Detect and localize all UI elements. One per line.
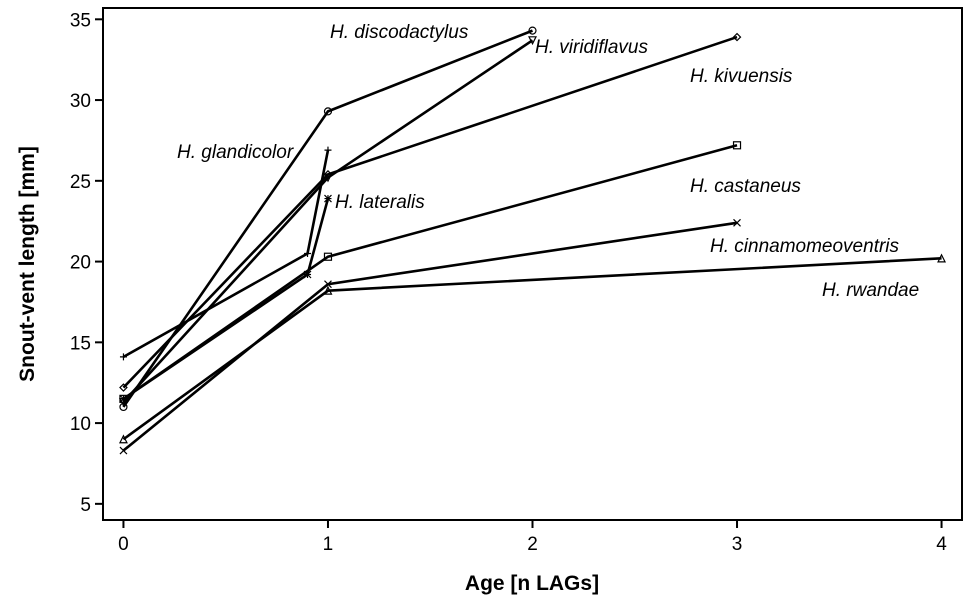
x-axis-label: Age [n LAGs] xyxy=(465,572,599,595)
y-tick-label: 5 xyxy=(80,495,91,516)
marker xyxy=(324,280,332,289)
series-label: H. lateralis xyxy=(335,192,425,213)
x-tick-label: 1 xyxy=(323,534,334,555)
marker xyxy=(304,250,312,258)
series-line xyxy=(122,257,942,441)
series-label: H. kivuensis xyxy=(690,66,793,87)
y-tick-label: 10 xyxy=(70,414,91,435)
marker xyxy=(119,402,128,412)
y-tick-label: 35 xyxy=(70,10,91,31)
y-tick-label: 25 xyxy=(70,172,91,193)
x-tick-label: 3 xyxy=(732,534,743,555)
series-line xyxy=(122,144,738,400)
x-tick-label: 2 xyxy=(527,534,538,555)
marker xyxy=(323,170,333,179)
marker xyxy=(528,26,537,35)
marker xyxy=(119,383,128,392)
marker xyxy=(324,146,332,154)
y-tick-label: 30 xyxy=(70,91,91,112)
series-label: H. discodactylus xyxy=(330,22,469,43)
y-axis-label: Snout-vent length [mm] xyxy=(16,146,39,382)
marker xyxy=(732,141,742,150)
x-tick-label: 4 xyxy=(936,534,947,555)
marker xyxy=(303,270,312,279)
series-label: H. viridiflavus xyxy=(535,37,648,58)
series-line xyxy=(122,39,534,403)
y-tick-label: 15 xyxy=(70,333,91,354)
x-tick-label: 0 xyxy=(118,534,129,555)
marker xyxy=(733,218,741,227)
marker xyxy=(732,32,742,42)
marker xyxy=(119,446,128,455)
marker xyxy=(119,394,128,403)
marker xyxy=(119,394,128,403)
series-line xyxy=(122,29,533,408)
marker xyxy=(528,36,537,46)
marker xyxy=(323,252,333,261)
series-label: H. cinnamomeoventris xyxy=(710,236,900,257)
marker xyxy=(323,285,333,295)
marker xyxy=(119,353,127,361)
marker xyxy=(323,107,333,116)
marker xyxy=(937,253,947,263)
y-tick-label: 20 xyxy=(70,253,91,274)
marker xyxy=(324,194,332,203)
series-label: H. glandicolor xyxy=(177,142,294,163)
series-label: H. castaneus xyxy=(690,176,801,197)
marker xyxy=(118,434,128,444)
series-line xyxy=(122,35,738,389)
series-label: H. rwandae xyxy=(822,280,919,301)
series-line xyxy=(122,149,330,359)
